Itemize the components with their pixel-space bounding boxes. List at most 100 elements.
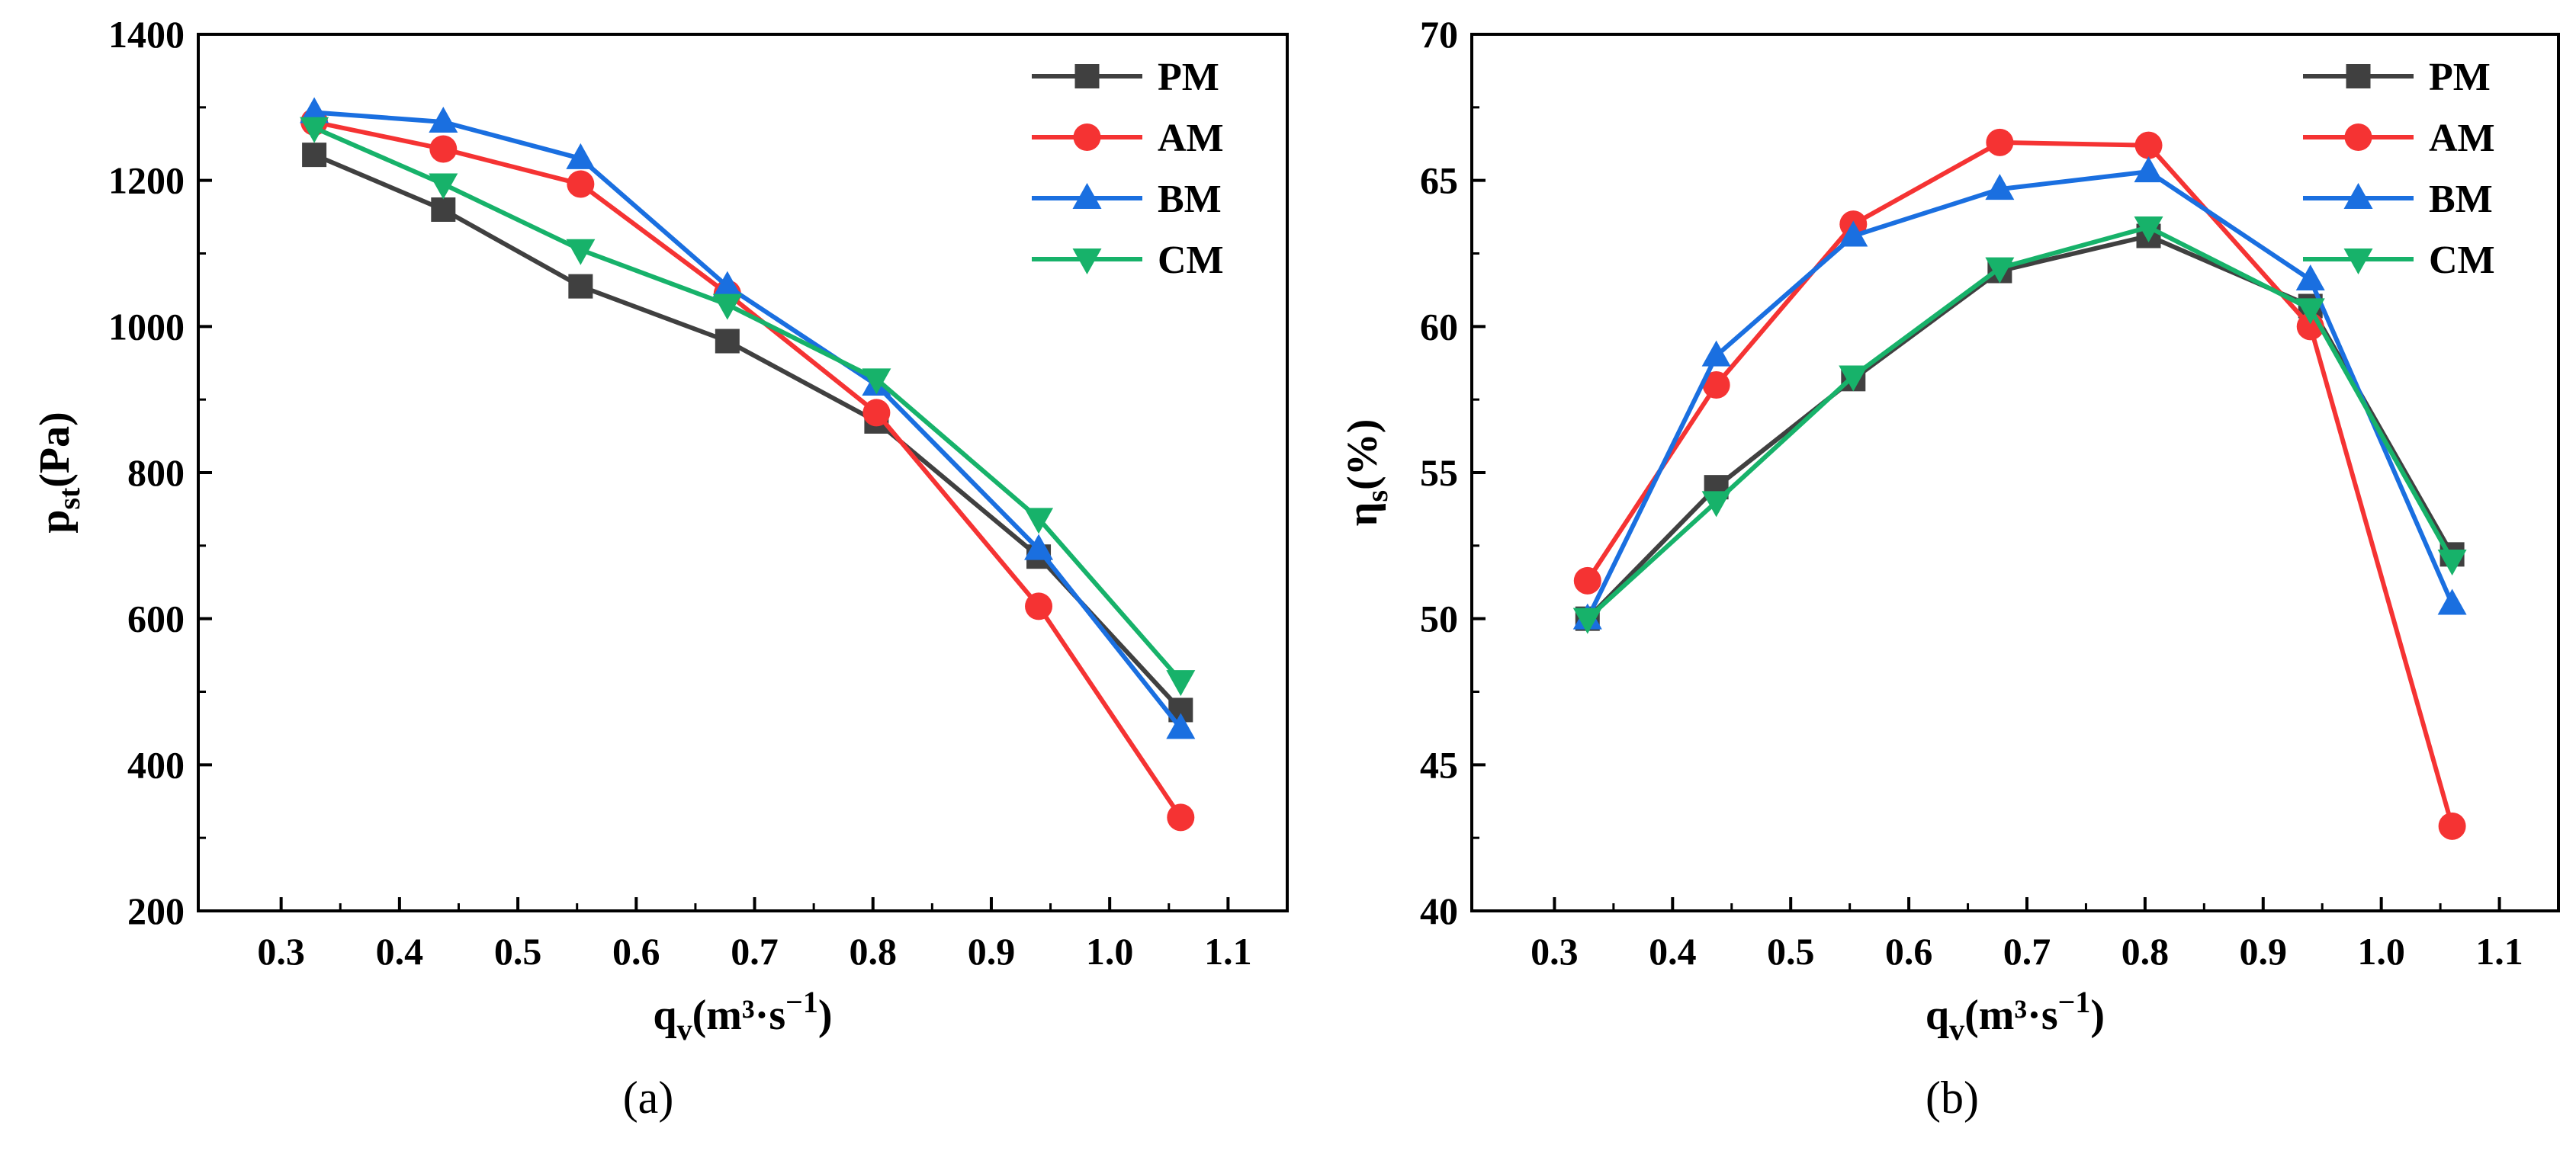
y-tick-label: 60 — [1420, 305, 1458, 348]
series-line-AM — [313, 120, 1183, 819]
data-point-BM — [1701, 340, 1731, 367]
x-tick-label: 0.9 — [968, 930, 1016, 973]
y-tick-label: 40 — [1420, 890, 1458, 932]
x-axis-title-sub: v — [1949, 1012, 1964, 1047]
data-point-AM — [567, 170, 595, 198]
x-tick-label: 0.4 — [1649, 930, 1697, 973]
x-axis-title-sub: v — [677, 1012, 692, 1047]
legend-item-BM: BM — [2303, 178, 2493, 221]
data-point-AM — [1025, 592, 1053, 620]
series-CM — [300, 117, 1196, 697]
y-axis-title-units: (Pa) — [31, 412, 79, 488]
series-line-CM — [1585, 225, 2455, 620]
y-axis-title: ηs(%) — [1339, 419, 1394, 527]
x-tick-label: 0.4 — [376, 930, 424, 973]
data-point-AM — [1702, 371, 1730, 399]
legend-item-CM: CM — [1032, 239, 1224, 282]
data-point-PM — [302, 143, 327, 168]
legend-item-PM: PM — [2303, 56, 2491, 99]
legend-swatch-marker — [1072, 183, 1102, 209]
x-tick-label: 1.0 — [2357, 930, 2405, 973]
y-tick-label: 200 — [127, 890, 185, 932]
legend-swatch-marker — [1073, 123, 1101, 151]
data-point-CM — [1024, 508, 1054, 534]
data-point-BM — [1985, 174, 2015, 200]
legend-item-BM: BM — [1032, 178, 1222, 221]
x-axis-title-end: ) — [818, 992, 833, 1039]
data-point-AM — [2134, 131, 2163, 159]
data-point-CM — [2295, 298, 2325, 325]
y-tick-label: 1200 — [108, 159, 185, 202]
data-point-AM — [1573, 566, 1601, 595]
y-axis-title-main: p — [31, 510, 79, 534]
panel-label: (b) — [1926, 1072, 1979, 1123]
x-tick-label: 0.6 — [612, 930, 660, 973]
legend-swatch-marker — [1072, 248, 1102, 274]
data-point-BM — [2134, 156, 2163, 183]
x-tick-label: 0.5 — [494, 930, 542, 973]
data-point-CM — [862, 368, 891, 395]
x-axis-title-sup: −1 — [2058, 985, 2091, 1019]
y-tick-label: 50 — [1420, 598, 1458, 640]
legend-swatch-marker — [1074, 64, 1100, 88]
legend-swatch-marker — [2344, 123, 2372, 151]
data-point-CM — [1166, 670, 1196, 697]
series-BM — [300, 97, 1196, 739]
x-tick-label: 0.9 — [2240, 930, 2288, 973]
legend-item-AM: AM — [2303, 117, 2495, 160]
x-axis-title-units: (m³·s — [692, 992, 786, 1039]
data-point-AM — [862, 399, 891, 427]
x-axis-title: qv(m³·s−1) — [1926, 985, 2105, 1047]
data-point-AM — [2438, 812, 2466, 840]
legend: PM AM BM CM — [1032, 56, 1224, 282]
legend: PM AM BM CM — [2303, 56, 2495, 282]
y-axis-title-main: η — [1339, 502, 1386, 527]
x-axis-title-main: q — [653, 992, 676, 1039]
legend-item-AM: AM — [1032, 117, 1224, 160]
data-point-CM — [1701, 491, 1731, 518]
legend-label: PM — [1158, 56, 1219, 99]
data-point-BM — [300, 97, 329, 123]
data-point-PM — [568, 274, 593, 299]
x-axis-title-end: ) — [2090, 992, 2105, 1039]
data-point-CM — [712, 293, 742, 320]
x-axis-title-sup: −1 — [785, 985, 818, 1019]
data-point-AM — [429, 135, 458, 163]
data-point-BM — [1024, 534, 1054, 560]
x-axis-title-main: q — [1926, 992, 1949, 1039]
plot-frame — [197, 33, 1289, 912]
legend-label: PM — [2429, 56, 2491, 99]
x-tick-label: 0.3 — [257, 930, 305, 973]
x-tick-label: 0.6 — [1885, 930, 1933, 973]
data-point-CM — [566, 239, 596, 265]
legend-item-CM: CM — [2303, 239, 2495, 282]
data-point-CM — [1839, 365, 1868, 392]
data-point-PM — [715, 329, 740, 354]
legend-label: CM — [1158, 239, 1224, 282]
data-point-CM — [1985, 257, 2015, 284]
legend-swatch-marker — [2346, 64, 2371, 88]
x-tick-label: 0.3 — [1531, 930, 1579, 973]
legend-label: CM — [2429, 239, 2495, 282]
y-tick-label: 1400 — [108, 13, 185, 56]
x-tick-label: 0.7 — [2003, 930, 2051, 973]
x-tick-label: 1.1 — [2475, 930, 2523, 973]
y-axis-title-units: (%) — [1339, 419, 1386, 490]
y-axis-title: pst(Pa) — [31, 412, 86, 534]
data-point-BM — [712, 271, 742, 297]
y-tick-label: 800 — [127, 451, 185, 494]
data-point-BM — [429, 107, 458, 133]
y-tick-label: 1000 — [108, 305, 185, 348]
legend-label: BM — [1158, 178, 1222, 221]
y-tick-label: 70 — [1420, 13, 1458, 56]
x-axis-title-units: (m³·s — [1964, 992, 2058, 1039]
data-point-BM — [566, 143, 596, 169]
series-CM — [1572, 216, 2467, 634]
data-point-AM — [1986, 128, 2014, 156]
data-point-BM — [1166, 713, 1196, 739]
chart-a: 0.3 0.4 0.5 0.6 0.7 0.8 0.9 1.0 1.1 200 400 600 800 1… — [31, 13, 1289, 1047]
legend-label: AM — [1158, 117, 1224, 160]
legend-label: BM — [2429, 178, 2493, 221]
series-line-PM — [1585, 233, 2455, 620]
